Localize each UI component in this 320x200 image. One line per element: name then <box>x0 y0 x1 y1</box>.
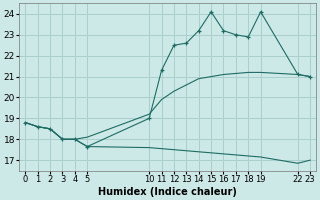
X-axis label: Humidex (Indice chaleur): Humidex (Indice chaleur) <box>98 187 237 197</box>
